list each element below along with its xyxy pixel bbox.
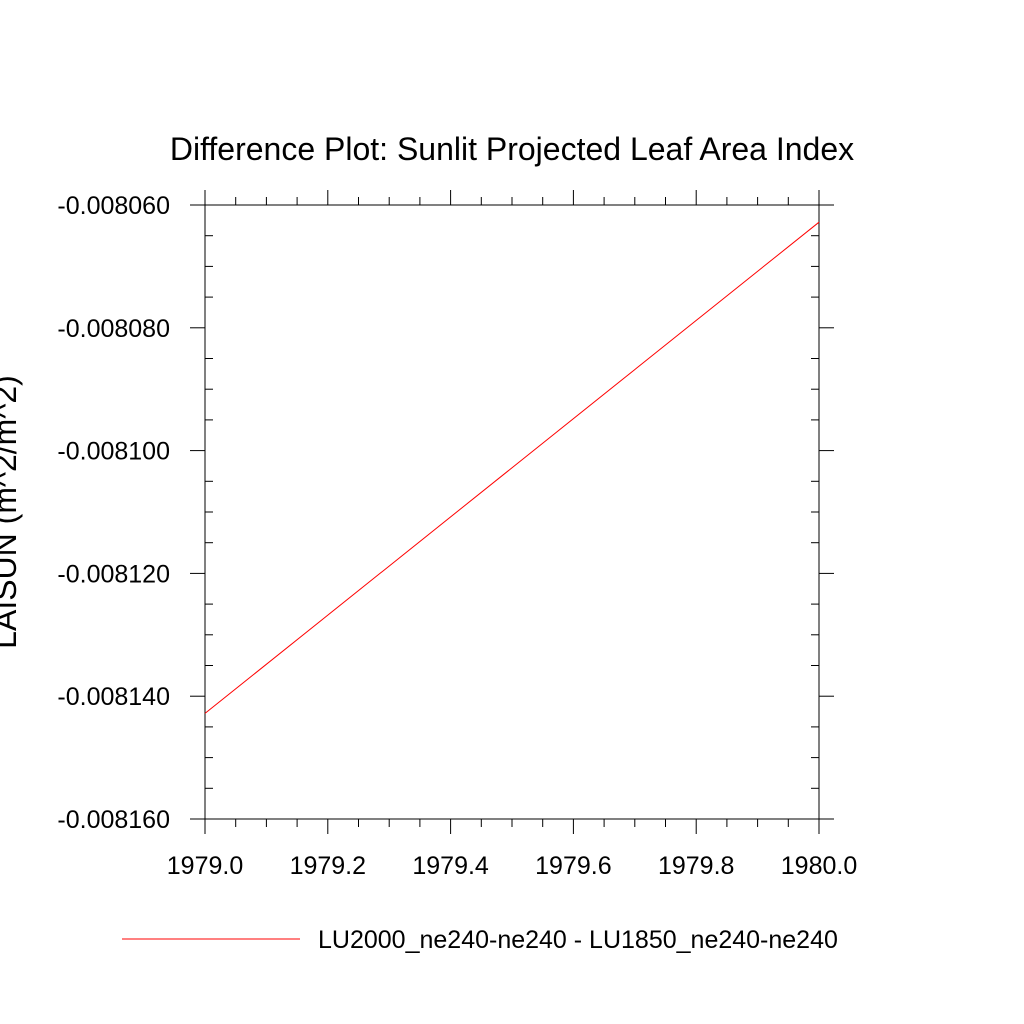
legend-label: LU2000_ne240-ne240 - LU1850_ne240-ne240 <box>318 926 838 954</box>
y-tick-label: -0.008100 <box>57 438 170 466</box>
x-tick-label: 1979.0 <box>167 852 243 880</box>
y-tick-label: -0.008160 <box>57 806 170 834</box>
x-tick-label: 1980.0 <box>781 852 857 880</box>
y-tick-label: -0.008120 <box>57 560 170 588</box>
series-line <box>204 221 820 714</box>
legend: LU2000_ne240-ne240 - LU1850_ne240-ne240 <box>122 926 838 954</box>
x-tick-label: 1979.6 <box>535 852 611 880</box>
y-axis: -0.008060 -0.008080 -0.008100 -0.008120 -0.0… <box>57 192 834 834</box>
x-tick-label: 1979.2 <box>290 852 366 880</box>
x-tick-label: 1979.4 <box>412 852 489 880</box>
y-axis-label: LAISUN (m^2/m^2) <box>0 375 23 649</box>
x-tick-label: 1979.8 <box>658 852 734 880</box>
x-axis: 1979.0 1979.2 1979.4 1979.6 1979.8 1980.0 <box>167 190 857 880</box>
series-layer <box>204 221 820 714</box>
y-tick-label: -0.008140 <box>57 683 170 711</box>
chart-title: Difference Plot: Sunlit Projected Leaf A… <box>170 131 854 167</box>
minor-ticks <box>205 197 819 827</box>
y-tick-label: -0.008080 <box>57 315 170 343</box>
y-tick-label: -0.008060 <box>57 192 170 220</box>
plot-area: 1979.0 1979.2 1979.4 1979.6 1979.8 1980.0 -0.… <box>57 190 857 880</box>
plot-frame <box>204 204 820 820</box>
